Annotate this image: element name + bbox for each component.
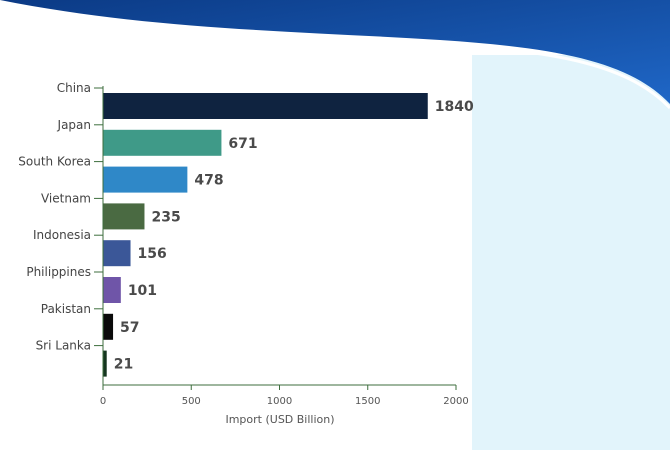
- bar: [103, 166, 188, 193]
- bar: [103, 203, 145, 230]
- x-tick-label: 1500: [355, 396, 380, 407]
- category-label: China: [57, 81, 91, 95]
- bar: [103, 313, 114, 340]
- category-label: Philippines: [26, 265, 91, 279]
- x-tick-label: 0: [100, 396, 106, 407]
- bars-layer: [103, 93, 428, 377]
- header-wave-highlight: [7, 4, 670, 110]
- value-label: 101: [128, 283, 157, 299]
- bar: [103, 277, 121, 303]
- axes-layer: 0 500 1000 1500 2000: [94, 86, 469, 407]
- right-side-panel: [472, 55, 670, 450]
- value-label: 57: [120, 320, 139, 336]
- header-wave: [0, 0, 670, 104]
- bar: [103, 240, 131, 267]
- x-axis-title: Import (USD Billion): [225, 413, 334, 426]
- value-label: 21: [114, 357, 133, 373]
- category-label: Vietnam: [41, 191, 91, 205]
- x-tick-label: 2000: [443, 396, 468, 407]
- value-labels-layer: 1840 671 478 235 156 101 57 21: [114, 99, 474, 373]
- category-labels-layer: China Japan South Korea Vietnam Indonesia Phi…: [18, 81, 91, 353]
- value-label: 671: [228, 136, 257, 152]
- category-label: Indonesia: [33, 228, 91, 242]
- bar: [103, 129, 222, 156]
- category-label: Japan: [57, 118, 91, 132]
- value-label: 235: [151, 209, 180, 225]
- bar: [103, 350, 107, 377]
- value-label: 156: [138, 246, 167, 262]
- value-label: 478: [194, 173, 223, 189]
- x-tick-label: 1000: [267, 396, 292, 407]
- value-label: 1840: [435, 99, 474, 115]
- bar: [103, 93, 428, 119]
- category-label: Pakistan: [41, 302, 91, 316]
- x-tick-label: 500: [182, 396, 201, 407]
- category-label: South Korea: [18, 155, 91, 169]
- category-label: Sri Lanka: [36, 339, 91, 353]
